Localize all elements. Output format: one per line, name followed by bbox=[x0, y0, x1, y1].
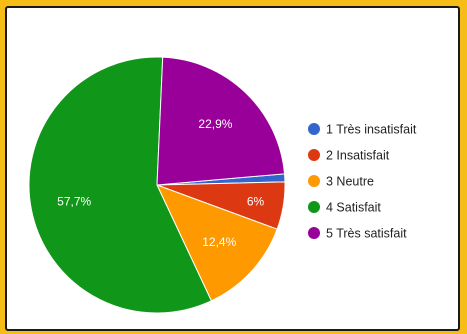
legend-marker bbox=[308, 175, 320, 187]
legend-marker bbox=[308, 227, 320, 239]
legend-marker bbox=[308, 123, 320, 135]
legend: 1 Très insatisfait 2 Insatisfait 3 Neutre 4… bbox=[308, 123, 417, 241]
legend-label: 1 Très insatisfait bbox=[326, 123, 417, 137]
legend-label: 3 Neutre bbox=[326, 175, 374, 189]
legend-marker bbox=[308, 201, 320, 213]
slice-percent-label: 22,9% bbox=[198, 117, 232, 131]
pie-slice-labels: 6% 12,4% 57,7% 22,9% bbox=[57, 117, 264, 249]
legend-label: 2 Insatisfait bbox=[326, 149, 390, 163]
pie-slice bbox=[156, 184, 278, 302]
pie-slice bbox=[28, 56, 213, 314]
legend-label: 4 Satisfait bbox=[326, 201, 381, 215]
pie-chart: 6% 12,4% 57,7% 22,9% 1 Très insatisfait 2 In… bbox=[28, 56, 417, 314]
pie-slices bbox=[28, 56, 286, 314]
slice-percent-label: 57,7% bbox=[57, 195, 91, 209]
slice-percent-label: 12,4% bbox=[202, 235, 236, 249]
slice-percent-label: 6% bbox=[247, 194, 265, 208]
pie-slice bbox=[156, 56, 286, 186]
legend-marker bbox=[308, 149, 320, 161]
legend-label: 5 Très satisfait bbox=[326, 227, 407, 241]
chart-card: 6% 12,4% 57,7% 22,9% 1 Très insatisfait 2 In… bbox=[5, 6, 460, 331]
